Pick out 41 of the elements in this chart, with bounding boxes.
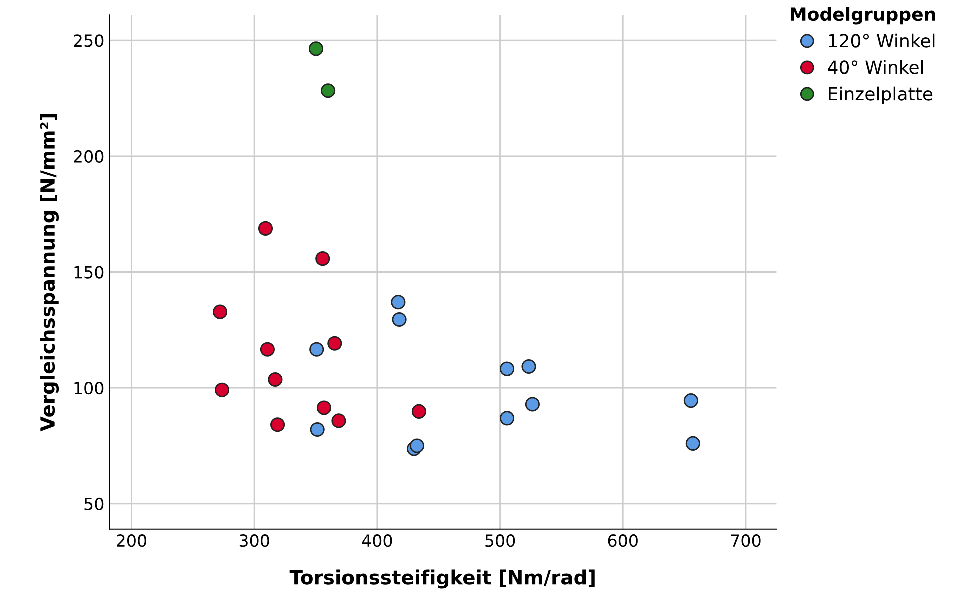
point: [308, 42, 324, 56]
y-tick-label: 250: [74, 34, 104, 48]
point: [392, 312, 407, 328]
y-tick-label: 100: [74, 382, 104, 395]
point: [328, 336, 342, 351]
point: [316, 400, 332, 416]
x-tick-label: 600: [608, 534, 638, 548]
x-tick-label: 500: [486, 534, 516, 548]
point: [310, 342, 324, 357]
point: [525, 397, 540, 412]
point: [320, 84, 336, 98]
point: [310, 422, 325, 438]
legend-title: Modelgruppen: [790, 7, 936, 25]
point: [316, 252, 330, 266]
point: [684, 394, 698, 408]
x-tick-label: 200: [117, 534, 147, 548]
legend-label: Einzelplatte: [829, 86, 933, 104]
point: [522, 359, 536, 374]
point: [410, 438, 425, 454]
y-axis-title: Vergleichsspannung [N/mm²]: [40, 114, 60, 432]
point: [214, 382, 230, 398]
legend-label: 40° Winkel: [828, 60, 924, 74]
point: [686, 436, 700, 451]
point: [260, 342, 275, 357]
point: [412, 404, 426, 419]
legend-label: 120° Winkel: [829, 34, 935, 48]
point: [500, 362, 515, 376]
point: [213, 304, 228, 320]
point: [268, 372, 283, 388]
y-tick-label: 50: [84, 498, 104, 510]
point: [332, 414, 346, 428]
y-tick-label: 150: [74, 266, 104, 279]
x-tick-label: 300: [240, 534, 270, 548]
x-tick-label: 400: [362, 534, 392, 548]
point: [258, 221, 274, 236]
x-axis-title: Torsionssteifigkeit [Nm/rad]: [290, 570, 595, 589]
point: [500, 411, 515, 426]
point: [391, 295, 406, 310]
point: [270, 418, 286, 432]
x-tick-label: 700: [731, 534, 761, 548]
y-tick-label: 200: [74, 150, 104, 163]
